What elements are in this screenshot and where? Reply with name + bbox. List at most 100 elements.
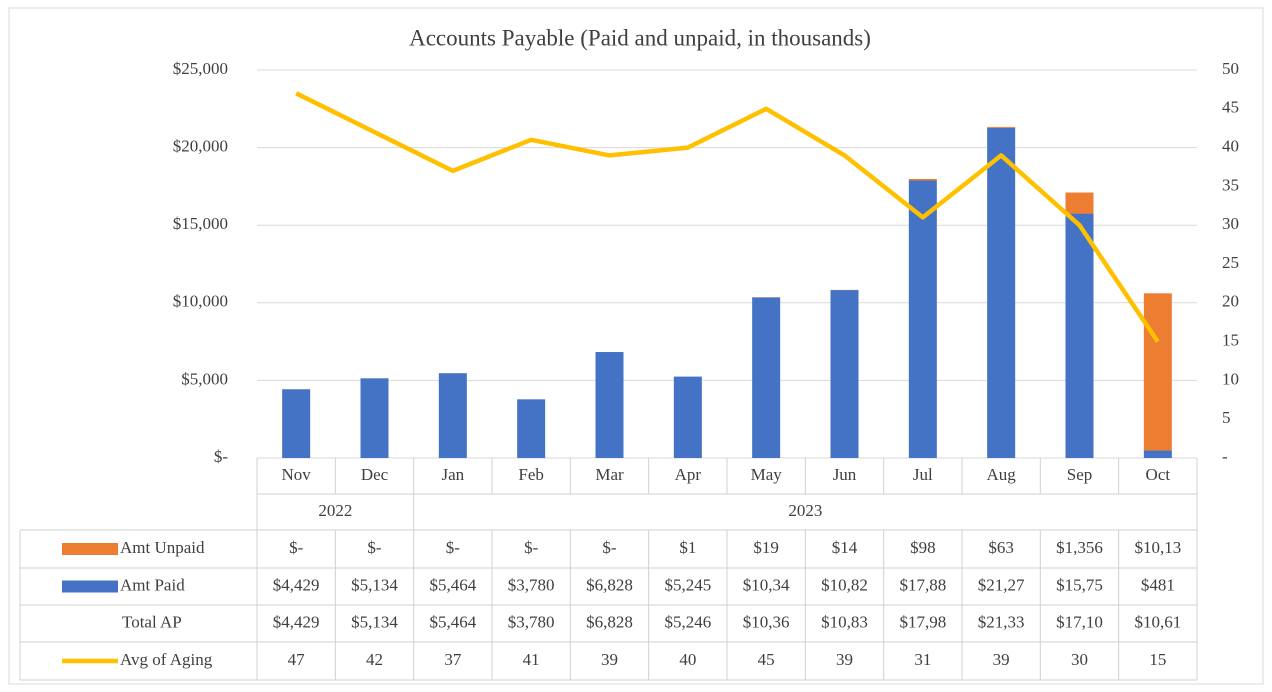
table-cell: $14 <box>832 538 858 557</box>
y-tick-label: $15,000 <box>173 214 228 233</box>
table-cell: $481 <box>1141 575 1175 594</box>
table-cell: $10,34 <box>743 575 790 594</box>
y2-tick-label: 30 <box>1222 214 1239 233</box>
table-cell: $10,13 <box>1134 538 1181 557</box>
bar <box>673 376 702 458</box>
table-cell: $19 <box>753 538 779 557</box>
x-tick-label: Oct <box>1146 465 1171 484</box>
table-cell: $6,828 <box>586 612 633 631</box>
x-tick-label: Apr <box>675 465 702 484</box>
table-cell: 31 <box>914 650 931 669</box>
y2-tick-label: 10 <box>1222 369 1239 388</box>
table-cell: $5,246 <box>664 612 711 631</box>
x-tick-label: Dec <box>361 465 389 484</box>
table-cell: $5,464 <box>429 612 476 631</box>
table-cell: $4,429 <box>273 575 320 594</box>
legend-swatch <box>62 580 118 593</box>
y2-tick-label: 40 <box>1222 137 1239 156</box>
table-cell: $10,61 <box>1134 612 1181 631</box>
table-cell: $1 <box>679 538 696 557</box>
bar <box>752 297 781 458</box>
y2-tick-label: 35 <box>1222 175 1239 194</box>
table-cell: $21,27 <box>978 575 1025 594</box>
table-cell: 39 <box>601 650 618 669</box>
table-cell: $10,83 <box>821 612 868 631</box>
x-tick-label: May <box>751 465 783 484</box>
table-cell: $1,356 <box>1056 538 1103 557</box>
table-cell: 41 <box>523 650 540 669</box>
legend-label: Avg of Aging <box>120 650 213 669</box>
y2-tick-label: 5 <box>1222 408 1231 427</box>
table-cell: 47 <box>288 650 306 669</box>
y-tick-label: $5,000 <box>181 369 228 388</box>
y2-tick-label: 25 <box>1222 253 1239 272</box>
bar <box>1065 213 1094 458</box>
x-tick-label: Aug <box>987 465 1017 484</box>
table-cell: 40 <box>679 650 696 669</box>
table-cell: $5,134 <box>351 612 398 631</box>
bar <box>1065 192 1094 214</box>
bar <box>987 127 1016 459</box>
bar <box>438 373 467 458</box>
table-cell: $17,10 <box>1056 612 1103 631</box>
year-label: 2023 <box>788 501 822 520</box>
bar <box>282 389 311 458</box>
x-tick-label: Mar <box>595 465 624 484</box>
table-cell: $10,36 <box>743 612 790 631</box>
legend-swatch <box>62 543 118 555</box>
year-label: 2022 <box>318 501 352 520</box>
table-cell: 42 <box>366 650 383 669</box>
table-cell: $- <box>289 538 304 557</box>
table-cell: 45 <box>758 650 775 669</box>
table-cell: 37 <box>444 650 462 669</box>
chart-title: Accounts Payable (Paid and unpaid, in th… <box>409 25 871 50</box>
y2-tick-label: 50 <box>1222 59 1239 78</box>
table-cell: $63 <box>988 538 1014 557</box>
table-cell: $10,82 <box>821 575 868 594</box>
bar <box>595 352 624 458</box>
bar <box>987 126 1016 128</box>
table-cell: 39 <box>993 650 1010 669</box>
table-cell: $5,134 <box>351 575 398 594</box>
table-cell: $4,429 <box>273 612 320 631</box>
table-cell: $6,828 <box>586 575 633 594</box>
bar <box>908 180 937 459</box>
x-tick-label: Jul <box>913 465 933 484</box>
x-tick-label: Jun <box>833 465 857 484</box>
x-tick-label: Jan <box>441 465 464 484</box>
y-tick-label: $10,000 <box>173 292 228 311</box>
table-cell: $- <box>367 538 382 557</box>
table-cell: $15,75 <box>1056 575 1103 594</box>
table-cell: $5,245 <box>664 575 711 594</box>
table-cell: $- <box>602 538 617 557</box>
table-cell: $3,780 <box>508 575 555 594</box>
bar <box>360 378 389 458</box>
table-cell: 30 <box>1071 650 1088 669</box>
table-cell: $17,88 <box>899 575 946 594</box>
y-tick-label: $25,000 <box>173 59 228 78</box>
chart-border <box>8 7 1264 685</box>
y2-tick-label: 15 <box>1222 331 1239 350</box>
table-cell: $21,33 <box>978 612 1025 631</box>
bar <box>908 178 937 181</box>
bar <box>830 290 859 458</box>
legend-label: Total AP <box>122 612 182 631</box>
table-cell: $- <box>524 538 539 557</box>
y2-tick-label: 20 <box>1222 292 1239 311</box>
line-series <box>295 91 1160 343</box>
y2-tick-label: - <box>1222 447 1228 466</box>
table-cell: 15 <box>1149 650 1166 669</box>
table-cell: $5,464 <box>429 575 476 594</box>
legend-label: Amt Paid <box>120 575 185 594</box>
y-tick-label: $20,000 <box>173 137 228 156</box>
table-cell: $3,780 <box>508 612 555 631</box>
bar <box>1143 293 1172 451</box>
legend-label: Amt Unpaid <box>120 538 205 557</box>
y2-tick-label: 45 <box>1222 98 1239 117</box>
x-tick-label: Sep <box>1067 465 1093 484</box>
table-cell: $98 <box>910 538 936 557</box>
x-tick-label: Nov <box>282 465 312 484</box>
bar <box>1143 450 1172 458</box>
